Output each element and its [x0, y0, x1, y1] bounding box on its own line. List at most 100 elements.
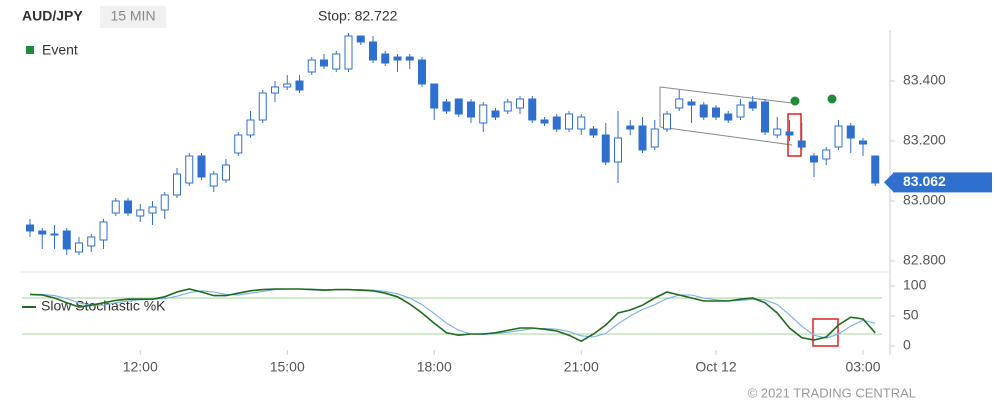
candle-body: [626, 125, 635, 130]
y-tick-label: 100: [903, 277, 927, 293]
event-legend: Event: [42, 42, 78, 58]
candle-body: [650, 128, 659, 148]
symbol: AUD/JPY: [22, 8, 83, 24]
candle-body: [699, 104, 708, 118]
channel-line: [659, 86, 793, 104]
candle-body: [50, 233, 59, 236]
stop-label: Stop: 82.722: [318, 8, 398, 24]
candle-body: [442, 101, 451, 112]
candle-body: [614, 137, 622, 163]
x-tick-label: Oct 12: [695, 359, 736, 375]
candle-body: [173, 173, 181, 196]
y-tick-label: 83.000: [903, 192, 946, 208]
candle-body: [344, 35, 353, 70]
candle-body: [822, 149, 831, 160]
event-legend-swatch: [26, 46, 34, 54]
copyright: © 2021 TRADING CENTRAL: [748, 385, 916, 400]
candle-body: [834, 125, 843, 148]
candle-body: [307, 59, 316, 73]
interval-box: [100, 6, 166, 28]
candle-body: [430, 83, 439, 109]
candle-body: [528, 98, 537, 121]
candle-body: [111, 200, 120, 214]
candle-body: [185, 155, 194, 184]
interval[interactable]: 15 MIN: [110, 8, 155, 24]
y-tick-label: 83.400: [903, 72, 946, 88]
event-dot[interactable]: [790, 96, 800, 106]
y-tick-label: 83.200: [903, 132, 946, 148]
candle-body: [26, 224, 34, 232]
candle-body: [38, 230, 47, 235]
candle-body: [136, 209, 145, 217]
candle-body: [503, 101, 512, 112]
last-price-pointer: [884, 173, 893, 192]
candle-body: [589, 128, 598, 136]
y-tick-label: 0: [903, 337, 911, 353]
candle-body: [283, 83, 292, 88]
candle-body: [197, 155, 206, 178]
candle-body: [369, 41, 377, 61]
candle-body: [320, 59, 328, 67]
candle-body: [222, 164, 230, 181]
candle-body: [577, 116, 586, 130]
candle-body: [748, 101, 757, 109]
candle-body: [797, 140, 806, 148]
candle-body: [565, 113, 573, 130]
candle-body: [87, 236, 96, 247]
candle-body: [62, 230, 71, 250]
candle-body: [209, 173, 218, 187]
y-tick-label: 82.800: [903, 252, 946, 268]
candle-body: [846, 125, 855, 139]
candle-body: [332, 53, 341, 70]
candle-body: [736, 104, 745, 118]
candle-body: [785, 131, 794, 136]
x-tick-label: 21:00: [564, 359, 599, 375]
candle-body: [271, 86, 279, 94]
candle-body: [479, 104, 488, 124]
y-tick-label: 50: [903, 307, 919, 323]
candle-body: [540, 119, 549, 124]
candle-body: [148, 206, 157, 214]
channel-line: [659, 126, 793, 146]
candle-body: [99, 221, 108, 241]
candle-body: [381, 53, 390, 64]
x-tick-label: 18:00: [417, 359, 452, 375]
candle-body: [295, 80, 304, 91]
candle-body: [773, 128, 782, 136]
candle-body: [552, 116, 561, 130]
x-tick-label: 03:00: [845, 359, 880, 375]
event-dot[interactable]: [827, 94, 837, 104]
candle-body: [491, 110, 500, 118]
candle-body: [675, 98, 684, 109]
candle-body: [871, 155, 880, 184]
candle-body: [160, 194, 169, 211]
candle-body: [418, 59, 426, 85]
candle-body: [405, 56, 414, 61]
candle-body: [454, 98, 463, 115]
last-price-box: [893, 172, 992, 193]
x-tick-label: 15:00: [270, 359, 305, 375]
candle-body: [724, 113, 733, 121]
candle-body: [712, 107, 720, 118]
candle-body: [516, 98, 524, 109]
candle-body: [234, 134, 243, 154]
x-tick-label: 12:00: [123, 359, 158, 375]
candle-body: [75, 242, 83, 253]
last-price-label: 83.062: [903, 173, 946, 189]
candle-body: [356, 35, 365, 43]
candle-body: [246, 119, 255, 136]
candle-body: [258, 92, 267, 121]
candle-body: [859, 140, 867, 145]
highlight-box: [812, 318, 839, 347]
candle-body: [124, 200, 132, 214]
stoch-line: [29, 288, 876, 343]
candle-body: [393, 56, 402, 61]
candle-body: [638, 125, 647, 151]
candle-body: [467, 101, 475, 118]
candle-body: [663, 113, 671, 130]
candle-body: [687, 101, 696, 106]
candle-body: [810, 155, 818, 163]
candle-body: [601, 134, 610, 163]
candle-body: [761, 101, 769, 133]
